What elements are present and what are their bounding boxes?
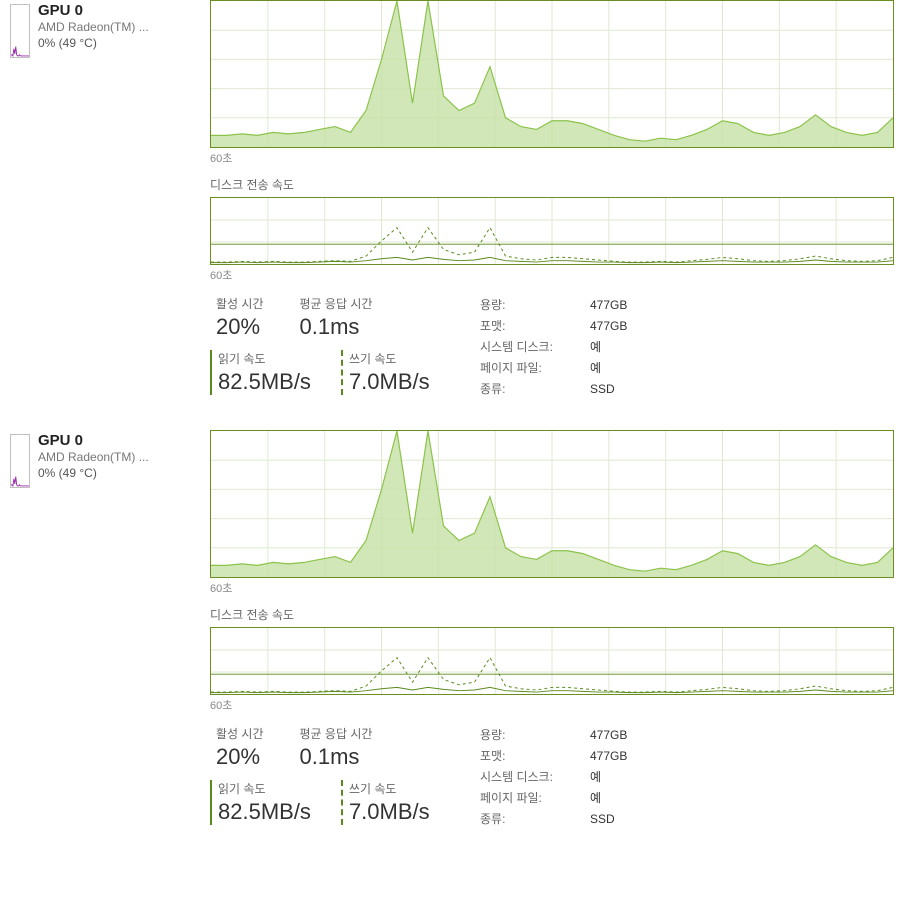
stat-label: 읽기 속도 (218, 780, 311, 797)
stat-value: 20% (216, 314, 264, 340)
disk-transfer-chart (210, 197, 894, 265)
gpu-title: GPU 0 (38, 2, 149, 19)
gpu-sparkline-icon (10, 4, 30, 58)
stats-left: 활성 시간 20% 평균 응답 시간 0.1ms 읽기 속도 82.5MB/s … (210, 725, 450, 830)
stat-label: 읽기 속도 (218, 350, 311, 367)
stat-label: 평균 응답 시간 (300, 725, 373, 742)
info-key: 용량: (480, 295, 590, 316)
sidebar-item-gpu[interactable]: GPU 0 AMD Radeon(TM) ... 0% (49 °C) (8, 0, 202, 60)
stat-read-speed: 읽기 속도 82.5MB/s (210, 350, 311, 395)
gpu-text-block: GPU 0 AMD Radeon(TM) ... 0% (49 °C) (38, 432, 149, 488)
stat-avg-response: 평균 응답 시간 0.1ms (294, 295, 373, 340)
disk-details: 60초 디스크 전송 속도 60초 활성 시간 20% 평균 응답 시간 0.1… (210, 430, 904, 830)
disk-transfer-chart-block: 60초 (210, 197, 894, 283)
gpu-usage: 0% (49 °C) (38, 466, 149, 480)
info-key: 종류: (480, 379, 590, 400)
chart-axis-label: 60초 (210, 697, 894, 713)
gpu-usage: 0% (49 °C) (38, 36, 149, 50)
info-val: 477GB (590, 746, 627, 767)
stat-value: 82.5MB/s (218, 799, 311, 825)
stat-write-speed: 쓰기 속도 7.0MB/s (341, 780, 430, 825)
transfer-rate-title: 디스크 전송 속도 (210, 176, 894, 193)
stat-active-time: 활성 시간 20% (210, 725, 264, 770)
table-row: 용량: 477GB (480, 725, 627, 746)
stats-row: 활성 시간 20% 평균 응답 시간 0.1ms 읽기 속도 82.5MB/s … (210, 295, 894, 400)
stat-value: 82.5MB/s (218, 369, 311, 395)
disk-activity-chart (210, 0, 894, 148)
stat-read-speed: 읽기 속도 82.5MB/s (210, 780, 311, 825)
transfer-rate-title: 디스크 전송 속도 (210, 606, 894, 623)
disk-activity-chart-block: 60초 (210, 0, 894, 166)
gpu-subtitle: AMD Radeon(TM) ... (38, 20, 149, 34)
disk-transfer-chart (210, 627, 894, 695)
info-val: 477GB (590, 295, 627, 316)
table-row: 종류: SSD (480, 809, 627, 830)
table-row: 용량: 477GB (480, 295, 627, 316)
info-key: 페이지 파일: (480, 358, 590, 379)
disk-details: 60초 디스크 전송 속도 60초 활성 시간 20% 평균 응답 시간 0.1… (210, 0, 904, 400)
info-key: 시스템 디스크: (480, 767, 590, 788)
task-manager-disk-panel: GPU 0 AMD Radeon(TM) ... 0% (49 °C) 60초 … (0, 0, 904, 400)
chart-axis-label: 60초 (210, 150, 894, 166)
stat-label: 활성 시간 (216, 725, 264, 742)
table-row: 포맷: 477GB (480, 746, 627, 767)
sidebar: GPU 0 AMD Radeon(TM) ... 0% (49 °C) (0, 430, 210, 830)
stats-row: 활성 시간 20% 평균 응답 시간 0.1ms 읽기 속도 82.5MB/s … (210, 725, 894, 830)
stat-write-speed: 쓰기 속도 7.0MB/s (341, 350, 430, 395)
disk-activity-chart (210, 430, 894, 578)
stat-label: 쓰기 속도 (349, 350, 430, 367)
table-row: 포맷: 477GB (480, 316, 627, 337)
sidebar-item-gpu[interactable]: GPU 0 AMD Radeon(TM) ... 0% (49 °C) (8, 430, 202, 490)
info-val: 예 (590, 337, 601, 358)
info-val: 477GB (590, 316, 627, 337)
stat-value: 20% (216, 744, 264, 770)
stat-label: 쓰기 속도 (349, 780, 430, 797)
chart-axis-label: 60초 (210, 580, 894, 596)
info-key: 페이지 파일: (480, 788, 590, 809)
info-val: 예 (590, 358, 601, 379)
info-key: 시스템 디스크: (480, 337, 590, 358)
stat-value: 7.0MB/s (349, 369, 430, 395)
stat-value: 7.0MB/s (349, 799, 430, 825)
info-val: SSD (590, 379, 615, 400)
disk-info-table: 용량: 477GB 포맷: 477GB 시스템 디스크: 예 페이지 파일: 예 (480, 725, 627, 830)
info-key: 포맷: (480, 746, 590, 767)
gpu-title: GPU 0 (38, 432, 149, 449)
gpu-subtitle: AMD Radeon(TM) ... (38, 450, 149, 464)
sidebar: GPU 0 AMD Radeon(TM) ... 0% (49 °C) (0, 0, 210, 400)
table-row: 시스템 디스크: 예 (480, 767, 627, 788)
table-row: 페이지 파일: 예 (480, 358, 627, 379)
disk-info-table: 용량: 477GB 포맷: 477GB 시스템 디스크: 예 페이지 파일: 예 (480, 295, 627, 400)
gpu-sparkline-icon (10, 434, 30, 488)
disk-transfer-chart-block: 60초 (210, 627, 894, 713)
table-row: 종류: SSD (480, 379, 627, 400)
info-val: 477GB (590, 725, 627, 746)
stat-label: 활성 시간 (216, 295, 264, 312)
chart-axis-label: 60초 (210, 267, 894, 283)
task-manager-disk-panel: GPU 0 AMD Radeon(TM) ... 0% (49 °C) 60초 … (0, 430, 904, 830)
stat-value: 0.1ms (300, 314, 373, 340)
info-val: 예 (590, 767, 601, 788)
disk-activity-chart-block: 60초 (210, 430, 894, 596)
stat-value: 0.1ms (300, 744, 373, 770)
stat-avg-response: 평균 응답 시간 0.1ms (294, 725, 373, 770)
info-val: 예 (590, 788, 601, 809)
stat-label: 평균 응답 시간 (300, 295, 373, 312)
info-key: 용량: (480, 725, 590, 746)
table-row: 페이지 파일: 예 (480, 788, 627, 809)
info-key: 종류: (480, 809, 590, 830)
stat-active-time: 활성 시간 20% (210, 295, 264, 340)
info-val: SSD (590, 809, 615, 830)
table-row: 시스템 디스크: 예 (480, 337, 627, 358)
gpu-text-block: GPU 0 AMD Radeon(TM) ... 0% (49 °C) (38, 2, 149, 58)
info-key: 포맷: (480, 316, 590, 337)
stats-left: 활성 시간 20% 평균 응답 시간 0.1ms 읽기 속도 82.5MB/s … (210, 295, 450, 400)
